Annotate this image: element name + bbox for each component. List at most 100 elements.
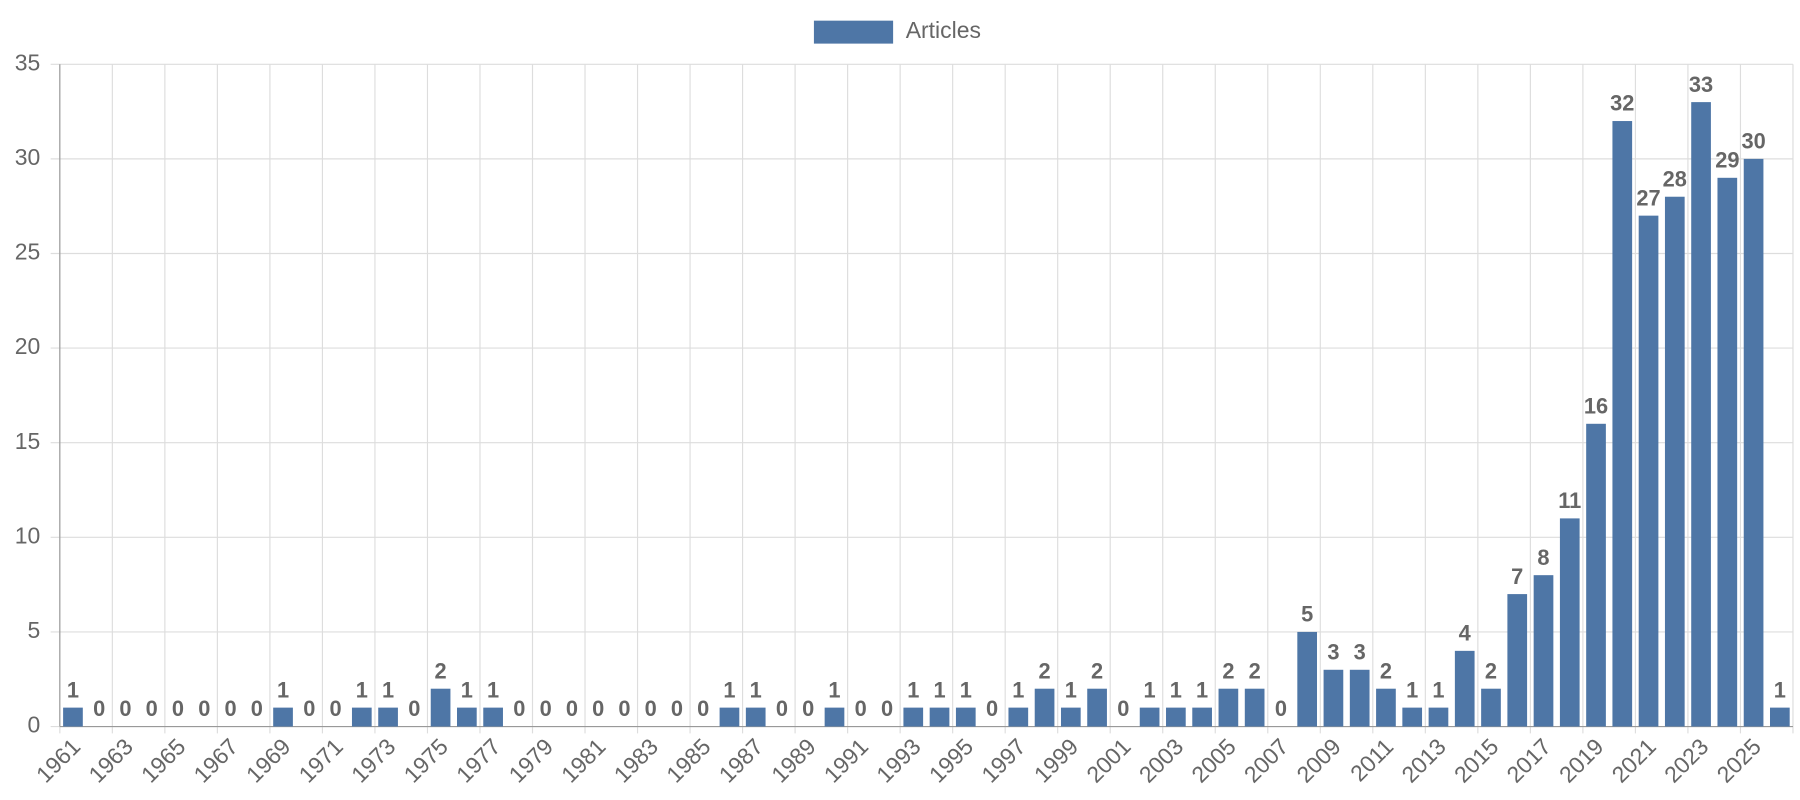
legend-swatch [813, 20, 894, 44]
bar [1428, 707, 1449, 727]
value-label: 27 [1636, 185, 1660, 210]
bar [1297, 631, 1318, 727]
bar [1691, 102, 1711, 727]
legend-label: Articles [906, 17, 981, 43]
x-tick-label: 2019 [1554, 733, 1608, 787]
value-label: 3 [1327, 639, 1339, 664]
x-tick-label: 1969 [241, 733, 295, 787]
value-label: 1 [67, 677, 79, 702]
value-label: 1 [277, 677, 289, 702]
x-tick-label: 2011 [1345, 733, 1398, 786]
x-tick-label: 1971 [293, 733, 347, 787]
bar [1139, 707, 1160, 727]
value-label: 1 [828, 677, 840, 702]
x-tick-label: 2015 [1449, 733, 1503, 787]
value-label: 1 [750, 677, 762, 702]
value-label: 1 [1012, 677, 1024, 702]
value-label: 0 [146, 696, 158, 721]
x-tick-label: 2025 [1712, 733, 1766, 787]
bar [824, 707, 845, 727]
bar [929, 707, 950, 727]
value-label: 16 [1584, 393, 1608, 418]
value-label: 0 [408, 696, 420, 721]
value-label: 11 [1558, 488, 1581, 513]
value-label: 28 [1663, 166, 1687, 191]
x-tick-label: 1999 [1029, 733, 1083, 787]
value-label: 0 [1117, 696, 1129, 721]
x-tick-label: 2017 [1501, 733, 1555, 787]
value-label: 1 [1432, 677, 1444, 702]
bar [1586, 423, 1606, 727]
value-label: 0 [645, 696, 657, 721]
bar [1612, 121, 1633, 727]
bar [903, 707, 924, 727]
value-label: 0 [172, 696, 184, 721]
x-tick-label: 1965 [136, 733, 190, 787]
x-tick-label: 1963 [83, 733, 137, 787]
value-label: 5 [1301, 602, 1313, 627]
x-tick-label: 1993 [871, 733, 925, 787]
y-tick-label: 20 [15, 333, 41, 359]
value-label: 1 [1196, 677, 1208, 702]
x-tick-label: 1991 [819, 733, 873, 787]
value-label: 8 [1537, 545, 1549, 570]
value-label: 2 [1380, 658, 1392, 683]
bar [1087, 688, 1107, 727]
x-tick-label: 2001 [1081, 733, 1135, 787]
bar [1533, 575, 1554, 727]
bar [1638, 215, 1659, 727]
bar [1060, 707, 1081, 727]
value-label: 1 [723, 677, 735, 702]
x-tick-label: 2021 [1606, 733, 1660, 787]
bar [378, 707, 398, 727]
value-label: 2 [1249, 658, 1261, 683]
value-label: 0 [566, 696, 578, 721]
value-label: 0 [881, 696, 893, 721]
bar [63, 707, 83, 727]
bar [955, 707, 976, 727]
value-label: 1 [960, 677, 972, 702]
bar [273, 707, 293, 727]
bar [1507, 594, 1528, 727]
value-label: 1 [1065, 677, 1077, 702]
bar [1481, 688, 1501, 727]
value-label: 2 [1222, 658, 1234, 683]
bar [1743, 158, 1764, 727]
value-label: 0 [671, 696, 683, 721]
value-label: 1 [1406, 677, 1418, 702]
bar [1323, 669, 1344, 727]
value-label: 2 [435, 658, 447, 683]
value-label: 3 [1354, 639, 1366, 664]
bar [351, 707, 372, 727]
x-tick-label: 1995 [924, 733, 978, 787]
y-tick-label: 0 [28, 712, 41, 738]
bar [1166, 707, 1186, 727]
value-label: 1 [907, 677, 919, 702]
bar [430, 688, 451, 727]
value-label: 1 [1144, 677, 1156, 702]
value-label: 0 [697, 696, 709, 721]
value-label: 0 [119, 696, 131, 721]
x-tick-label: 1989 [766, 733, 820, 787]
bar [1192, 707, 1212, 727]
bar [1454, 650, 1475, 727]
value-label: 0 [855, 696, 867, 721]
value-label: 0 [513, 696, 525, 721]
bar [1349, 669, 1370, 727]
bar [719, 707, 740, 727]
bar [1376, 688, 1396, 727]
value-label: 0 [329, 696, 341, 721]
value-label: 32 [1610, 91, 1634, 116]
value-label: 0 [303, 696, 315, 721]
x-tick-label: 1975 [399, 733, 453, 787]
x-tick-label: 1981 [556, 733, 610, 787]
value-label: 0 [93, 696, 105, 721]
bar [483, 707, 503, 727]
x-tick-label: 2009 [1291, 733, 1345, 787]
value-label: 4 [1459, 621, 1471, 646]
x-tick-label: 1979 [504, 733, 558, 787]
value-label: 7 [1511, 564, 1523, 589]
x-tick-label: 2003 [1134, 733, 1188, 787]
value-label: 1 [933, 677, 945, 702]
value-label: 0 [251, 696, 263, 721]
